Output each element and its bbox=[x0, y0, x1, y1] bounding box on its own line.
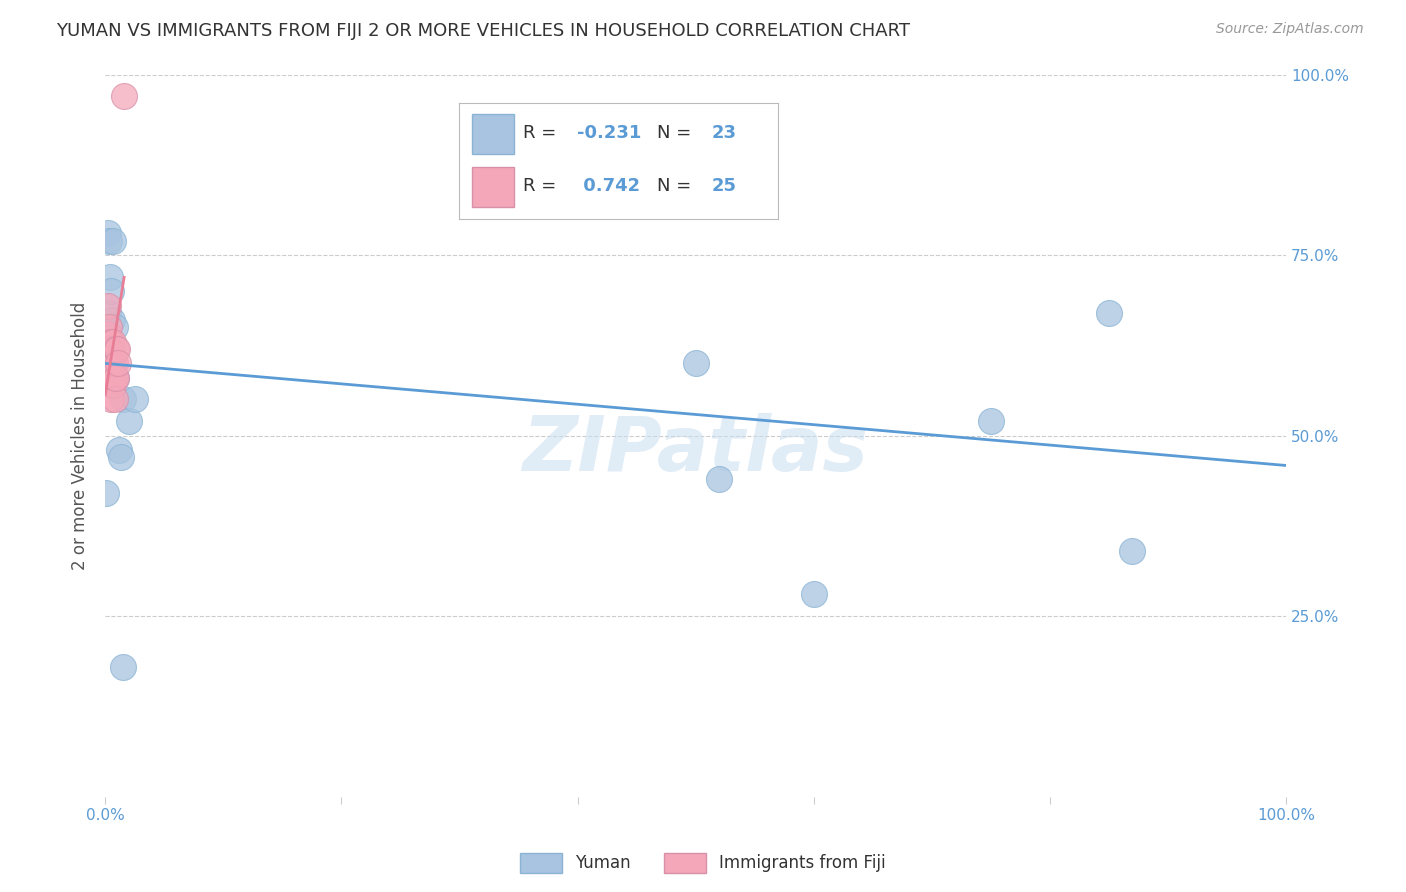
Point bbox=[709, 472, 731, 486]
Point bbox=[508, 190, 530, 204]
Point bbox=[108, 443, 131, 458]
Point bbox=[803, 587, 825, 601]
Point bbox=[1121, 544, 1143, 558]
Point bbox=[97, 299, 120, 313]
Point bbox=[104, 371, 127, 385]
Point bbox=[105, 342, 128, 356]
Point bbox=[104, 392, 127, 407]
Point bbox=[100, 392, 122, 407]
Point bbox=[111, 659, 134, 673]
Point bbox=[103, 334, 125, 349]
Text: ZIPatlas: ZIPatlas bbox=[523, 413, 869, 487]
Point bbox=[110, 450, 132, 465]
Point bbox=[97, 342, 120, 356]
Point bbox=[104, 342, 127, 356]
Point bbox=[124, 392, 146, 407]
Point bbox=[100, 334, 122, 349]
Point bbox=[1098, 306, 1121, 320]
Point bbox=[97, 306, 120, 320]
Text: YUMAN VS IMMIGRANTS FROM FIJI 2 OR MORE VEHICLES IN HOUSEHOLD CORRELATION CHART: YUMAN VS IMMIGRANTS FROM FIJI 2 OR MORE … bbox=[56, 22, 910, 40]
Point bbox=[685, 356, 707, 370]
Point bbox=[97, 320, 120, 334]
Point bbox=[103, 234, 125, 248]
Point bbox=[100, 356, 122, 370]
Text: Source: ZipAtlas.com: Source: ZipAtlas.com bbox=[1216, 22, 1364, 37]
Point bbox=[104, 320, 127, 334]
Point bbox=[97, 227, 120, 241]
Point bbox=[103, 378, 125, 392]
Point bbox=[107, 356, 129, 370]
Point bbox=[104, 371, 127, 385]
Point bbox=[118, 414, 141, 428]
Y-axis label: 2 or more Vehicles in Household: 2 or more Vehicles in Household bbox=[72, 301, 89, 570]
Point bbox=[98, 356, 121, 370]
Point bbox=[104, 356, 127, 370]
Point bbox=[103, 356, 125, 370]
Point bbox=[97, 327, 120, 342]
Point bbox=[98, 342, 121, 356]
Point bbox=[96, 486, 118, 500]
Point bbox=[101, 313, 124, 327]
Point bbox=[980, 414, 1002, 428]
Point bbox=[98, 269, 121, 284]
Point bbox=[101, 371, 124, 385]
Point bbox=[111, 392, 134, 407]
Point bbox=[97, 234, 120, 248]
Point bbox=[112, 89, 135, 103]
Point bbox=[96, 334, 118, 349]
Point bbox=[100, 371, 122, 385]
Point bbox=[100, 284, 122, 298]
Point bbox=[101, 342, 124, 356]
Legend: Yuman, Immigrants from Fiji: Yuman, Immigrants from Fiji bbox=[513, 847, 893, 880]
Point bbox=[103, 356, 125, 370]
Point bbox=[104, 371, 127, 385]
